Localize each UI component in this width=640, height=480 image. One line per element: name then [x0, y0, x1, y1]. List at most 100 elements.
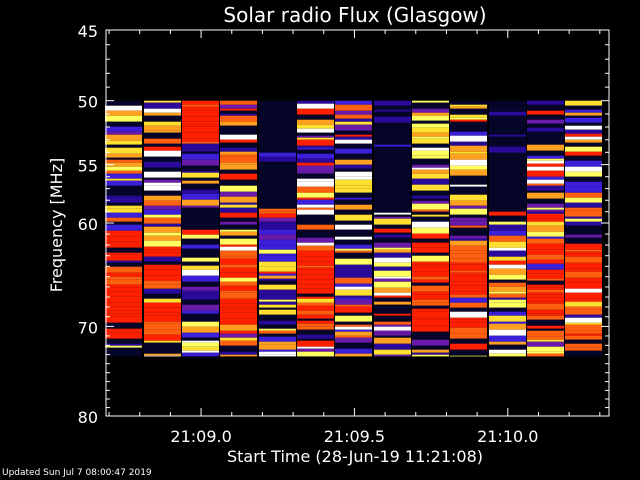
spectrogram-cell — [144, 171, 181, 178]
spectrogram-cell — [565, 109, 602, 113]
spectrogram-cell — [144, 177, 181, 180]
spectrogram-cell — [297, 119, 334, 125]
spectrogram-cell — [335, 130, 372, 135]
spectrogram-cell — [182, 183, 219, 187]
spectrogram-cell — [105, 166, 142, 171]
spectrogram-cell — [105, 343, 142, 346]
spectrogram-cell — [105, 322, 142, 329]
spectrogram-cell — [220, 202, 257, 205]
spectrogram-cell — [412, 227, 449, 234]
spectrogram-cell — [259, 280, 296, 285]
spectrogram-cell — [374, 287, 411, 293]
spectrogram-cell — [105, 140, 142, 145]
spectrogram-cell — [220, 169, 257, 174]
spectrogram-cell — [489, 106, 526, 112]
spectrogram-cell — [527, 185, 564, 191]
spectrogram-cell — [335, 139, 372, 144]
spectrogram-cell — [527, 190, 564, 193]
spectrogram-cell — [220, 173, 257, 180]
spectrogram-cell — [105, 208, 142, 213]
spectrogram-cell — [489, 230, 526, 236]
spectrogram-cell — [182, 220, 219, 226]
spectrogram-cell — [450, 245, 487, 251]
spectrogram-cell — [144, 240, 181, 247]
spectrogram-cell — [259, 194, 296, 199]
spectrogram-cell — [259, 110, 296, 116]
spectrogram-cell — [565, 288, 602, 293]
spectrogram-cell — [489, 311, 526, 316]
spectrogram-cell — [489, 323, 526, 330]
spectrogram-cell — [297, 274, 334, 280]
spectrogram-cell — [259, 324, 296, 329]
spectrogram-cell — [489, 224, 526, 231]
spectrogram-cell — [220, 277, 257, 282]
spectrogram-cell — [527, 353, 564, 357]
spectrogram-cell — [565, 112, 602, 116]
spectrogram-cell — [412, 302, 449, 306]
spectrogram-cell — [144, 121, 181, 126]
spectrogram-cell — [335, 337, 372, 343]
x-tick-label: 21:09.5 — [324, 427, 385, 446]
spectrogram-cell — [489, 162, 526, 168]
spectrogram-cell — [220, 298, 257, 304]
spectrogram-cell — [450, 227, 487, 234]
spectrogram-cell — [182, 207, 219, 213]
spectrogram-cell — [565, 181, 602, 187]
spectrogram-cell — [412, 352, 449, 355]
spectrogram-cell — [374, 319, 411, 322]
spectrogram-cell — [412, 209, 449, 212]
spectrogram-cell — [297, 209, 334, 215]
spectrogram-cell — [412, 136, 449, 139]
spectrogram-cell — [527, 263, 564, 270]
y-tick-label: 80 — [78, 408, 98, 427]
spectrogram-cell — [220, 121, 257, 126]
spectrogram-cell — [105, 162, 142, 167]
spectrogram-cell — [220, 267, 257, 273]
spectrogram-cell — [297, 162, 334, 166]
spectrogram-cell — [450, 165, 487, 170]
spectrogram-cell — [565, 142, 602, 147]
spectrogram-cell — [182, 238, 219, 245]
spectrogram-cell — [259, 320, 296, 325]
spectrogram-cell — [220, 212, 257, 218]
spectrogram-cell — [105, 284, 142, 288]
spectrogram-cell — [450, 121, 487, 126]
spectrogram-cell — [450, 349, 487, 356]
spectrogram-cell — [335, 295, 372, 298]
spectrogram-cell — [527, 213, 564, 219]
spectrogram-cell — [374, 111, 411, 117]
spectrogram-cell — [335, 277, 372, 284]
spectrogram-cell — [182, 126, 219, 133]
spectrogram-cell — [220, 130, 257, 135]
spectrogram-cell — [144, 146, 181, 151]
spectrogram-cell — [297, 348, 334, 352]
spectrogram-cell — [144, 100, 181, 103]
spectrogram-cell — [527, 238, 564, 244]
spectrogram-cell — [259, 167, 296, 172]
spectrogram-cell — [297, 318, 334, 321]
spectrogram-cell — [527, 319, 564, 326]
spectrogram-cell — [412, 169, 449, 174]
spectrogram-cell — [182, 180, 219, 184]
spectrogram-cell — [297, 323, 334, 327]
spectrogram-cell — [182, 354, 219, 357]
spectrogram-cell — [259, 217, 296, 222]
spectrogram-cell — [450, 108, 487, 115]
spectrogram-cell — [105, 276, 142, 280]
spectrogram-cell — [144, 209, 181, 215]
spectrogram-cell — [335, 248, 372, 251]
spectrogram-cell — [489, 279, 526, 283]
spectrogram-cell — [527, 346, 564, 352]
spectrogram-cell — [105, 153, 142, 158]
spectrogram-cell — [565, 306, 602, 310]
spectrogram-cell — [259, 330, 296, 334]
spectrogram-cell — [335, 353, 372, 357]
spectrogram-cell — [105, 105, 142, 111]
spectrogram-cell — [565, 333, 602, 336]
spectrogram-cell — [105, 291, 142, 297]
spectrogram-cell — [374, 242, 411, 248]
spectrogram-cell — [182, 100, 219, 105]
spectrogram-cell — [105, 272, 142, 277]
spectrogram-cell — [297, 181, 334, 187]
spectrogram-cell — [565, 151, 602, 156]
